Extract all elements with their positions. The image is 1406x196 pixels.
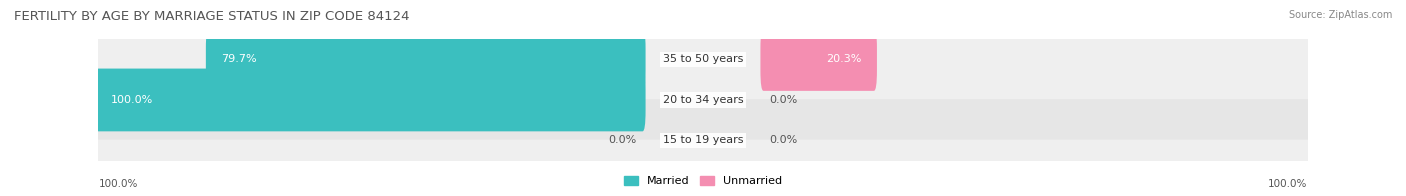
- FancyBboxPatch shape: [96, 69, 645, 131]
- Text: 20.3%: 20.3%: [827, 54, 862, 64]
- Text: FERTILITY BY AGE BY MARRIAGE STATUS IN ZIP CODE 84124: FERTILITY BY AGE BY MARRIAGE STATUS IN Z…: [14, 10, 409, 23]
- Text: Source: ZipAtlas.com: Source: ZipAtlas.com: [1288, 10, 1392, 20]
- Text: 0.0%: 0.0%: [769, 95, 797, 105]
- FancyBboxPatch shape: [96, 60, 1310, 140]
- Text: 100.0%: 100.0%: [98, 179, 138, 189]
- Text: 35 to 50 years: 35 to 50 years: [662, 54, 744, 64]
- Text: 79.7%: 79.7%: [221, 54, 256, 64]
- Text: 0.0%: 0.0%: [609, 135, 637, 145]
- Text: 100.0%: 100.0%: [111, 95, 153, 105]
- Text: 15 to 19 years: 15 to 19 years: [662, 135, 744, 145]
- FancyBboxPatch shape: [96, 101, 1310, 180]
- Legend: Married, Unmarried: Married, Unmarried: [620, 171, 786, 191]
- FancyBboxPatch shape: [761, 28, 877, 91]
- Text: 20 to 34 years: 20 to 34 years: [662, 95, 744, 105]
- FancyBboxPatch shape: [205, 28, 645, 91]
- Text: 0.0%: 0.0%: [769, 135, 797, 145]
- FancyBboxPatch shape: [96, 20, 1310, 99]
- Text: 100.0%: 100.0%: [1268, 179, 1308, 189]
